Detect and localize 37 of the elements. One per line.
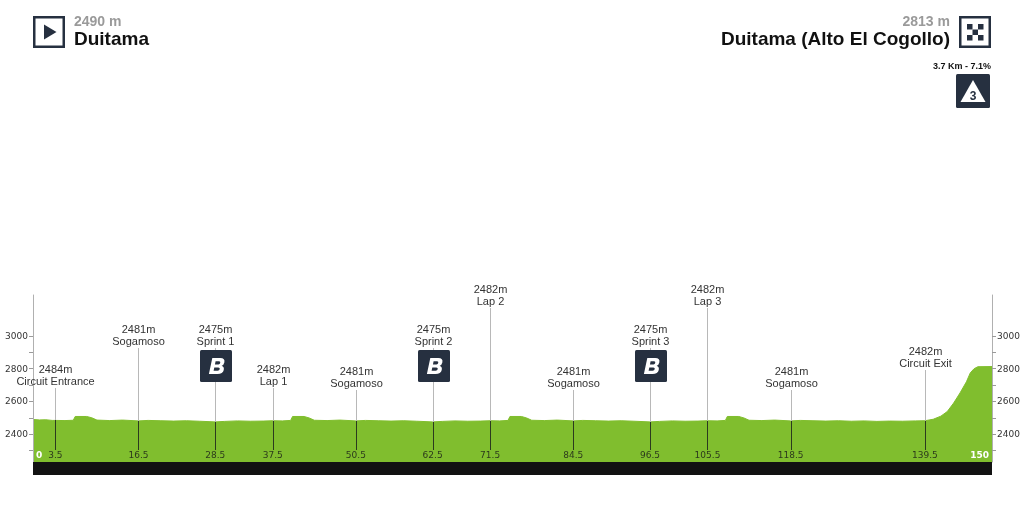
y-tick-label: 2800 [5, 363, 29, 374]
annotation: 2482m Circuit Exit [899, 345, 952, 369]
x-tick-label: 62.5 [422, 450, 443, 460]
x-tick-label: 139.5 [911, 450, 938, 460]
text: 3.7 Km - 7.1% [932, 61, 991, 71]
x-tick-label: 84.5 [563, 450, 584, 460]
y2-tick-label: 2800 [997, 363, 1021, 374]
x-tick-label: 16.5 [128, 450, 149, 460]
text: 2490 m Duitama [74, 13, 149, 51]
x-tick-label: 0 [36, 450, 43, 460]
y-tick-label: 2400 [5, 429, 29, 440]
text: 2813 m Duitama (Alto El Cogollo) [720, 13, 950, 51]
annotation: 2481m Sogamoso [112, 323, 165, 347]
annotation: 2481m Sogamoso [547, 365, 600, 389]
annotation: 2481m Sogamoso [765, 365, 818, 389]
annotation: 2482m Lap 1 [256, 363, 291, 387]
y-tick-label: 3000 [5, 330, 29, 341]
x-tick-label: 150 [970, 450, 989, 460]
x-tick-label: 3.5 [48, 450, 63, 460]
x-tick-label: 50.5 [345, 450, 366, 460]
y2-tick-label: 2400 [997, 429, 1021, 440]
mountain-icon: 3 [956, 74, 990, 108]
x-tick-label: 28.5 [205, 450, 226, 460]
annotation: 2475m Sprint 3 [631, 323, 670, 347]
x-tick-label: 96.5 [639, 450, 660, 460]
x-tick-label: 105.5 [694, 450, 721, 460]
x-tick-label: 118.5 [777, 450, 804, 460]
x-tick-label: 37.5 [262, 450, 283, 460]
annotation: 2482m Lap 2 [473, 283, 508, 307]
y-tick-label: 2600 [5, 396, 29, 407]
y2-tick-label: 3000 [997, 330, 1021, 341]
x-tick-label: 71.5 [480, 450, 501, 460]
annotation: 2475m Sprint 2 [414, 323, 453, 347]
annotation: 2475m Sprint 1 [196, 323, 235, 347]
annotation: 2482m Lap 3 [690, 283, 725, 307]
y2-tick-label: 2600 [997, 396, 1021, 407]
annotation: 2481m Sogamoso [330, 365, 383, 389]
